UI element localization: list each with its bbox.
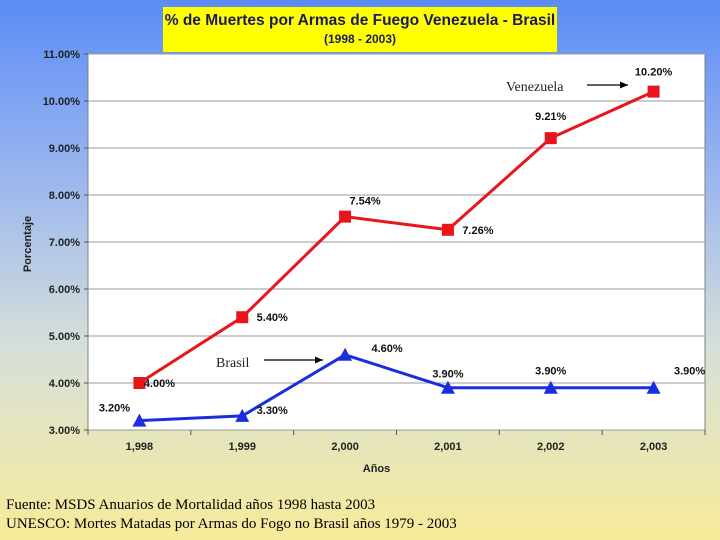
x-axis-title: Años <box>363 463 391 475</box>
data-label-brasil: 3.90% <box>535 366 566 378</box>
data-label-venezuela: 7.54% <box>349 196 380 208</box>
x-tick-label: 2,003 <box>640 441 668 453</box>
y-tick-label: 8.00% <box>49 190 80 202</box>
y-tick-label: 5.00% <box>49 331 80 343</box>
chart-title-box: % de Muertes por Armas de Fuego Venezuel… <box>163 7 557 52</box>
data-label-brasil: 3.90% <box>674 366 705 378</box>
chart-subtitle: (1998 - 2003) <box>323 32 397 46</box>
data-point-brasil <box>543 380 558 394</box>
chart-title: % de Muertes por Armas de Fuego Venezuel… <box>164 12 556 29</box>
data-label-brasil: 3.20% <box>99 403 130 415</box>
data-point-venezuela <box>236 311 249 324</box>
x-tick-label: 2,001 <box>434 441 462 453</box>
data-point-venezuela <box>544 132 557 145</box>
data-label-brasil: 4.60% <box>371 343 402 355</box>
data-point-venezuela <box>647 85 660 98</box>
x-tick-label: 1,998 <box>126 441 154 453</box>
series-annotation-venezuela: Venezuela <box>506 80 564 95</box>
data-point-brasil <box>132 413 147 427</box>
x-tick-label: 2,002 <box>537 441 565 453</box>
data-point-brasil <box>646 380 661 394</box>
data-label-venezuela: 9.21% <box>535 111 566 123</box>
footer-source-line-1: Fuente: MSDS Anuarios de Mortalidad años… <box>6 497 376 513</box>
data-point-venezuela <box>441 223 454 236</box>
data-label-venezuela: 7.26% <box>462 225 493 237</box>
data-label-venezuela: 4.00% <box>144 378 175 390</box>
y-tick-label: 10.00% <box>43 96 81 108</box>
data-label-venezuela: 5.40% <box>257 312 288 324</box>
data-point-venezuela <box>339 210 352 223</box>
footer-source-line-2: UNESCO: Mortes Matadas por Armas do Fogo… <box>6 516 457 532</box>
data-label-brasil: 3.30% <box>257 405 288 417</box>
y-tick-label: 9.00% <box>49 143 80 155</box>
y-tick-label: 3.00% <box>49 425 80 437</box>
series-annotation-brasil: Brasil <box>216 356 250 371</box>
venezuela-annotation-arrow-head <box>620 81 628 89</box>
x-tick-label: 2,000 <box>331 441 359 453</box>
y-tick-label: 6.00% <box>49 284 80 296</box>
x-tick-label: 1,999 <box>228 441 256 453</box>
y-tick-label: 4.00% <box>49 378 80 390</box>
y-tick-label: 7.00% <box>49 237 80 249</box>
data-point-brasil <box>235 408 250 422</box>
data-point-brasil <box>440 380 455 394</box>
data-label-brasil: 3.90% <box>432 369 463 381</box>
series-line-venezuela <box>138 90 655 385</box>
brasil-annotation-arrow-head <box>315 356 323 364</box>
y-tick-label: 11.00% <box>43 49 80 61</box>
data-point-venezuela <box>133 377 146 389</box>
data-label-venezuela: 10.20% <box>635 67 673 79</box>
y-axis-title: Porcentaje <box>22 216 34 272</box>
series-line-brasil <box>139 353 654 423</box>
data-point-brasil <box>338 347 353 361</box>
